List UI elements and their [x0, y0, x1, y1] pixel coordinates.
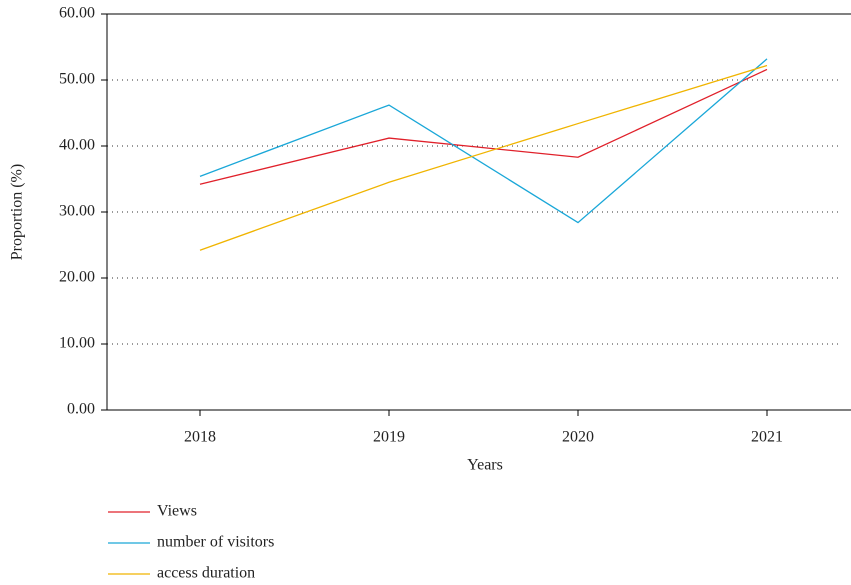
y-tick-label: 40.00	[59, 137, 95, 154]
y-tick-label: 10.00	[59, 335, 95, 352]
y-tick-label: 0.00	[67, 401, 95, 418]
x-axis-title: Years	[467, 457, 503, 474]
y-axis-title: Proportion (%)	[9, 164, 26, 260]
y-tick-label: 30.00	[59, 203, 95, 220]
y-tick-label: 60.00	[59, 5, 95, 22]
series-line	[199, 58, 768, 224]
x-tick-label: 2021	[751, 429, 783, 446]
legend-label: number of visitors	[157, 534, 274, 551]
series-line	[199, 68, 768, 185]
legend-label: Views	[157, 503, 197, 520]
legend-label: access duration	[157, 565, 255, 582]
x-tick-label: 2019	[373, 429, 405, 446]
x-tick-label: 2020	[562, 429, 594, 446]
y-tick-label: 20.00	[59, 269, 95, 286]
y-tick-label: 50.00	[59, 71, 95, 88]
series-line	[199, 64, 768, 251]
x-tick-label: 2018	[184, 429, 216, 446]
